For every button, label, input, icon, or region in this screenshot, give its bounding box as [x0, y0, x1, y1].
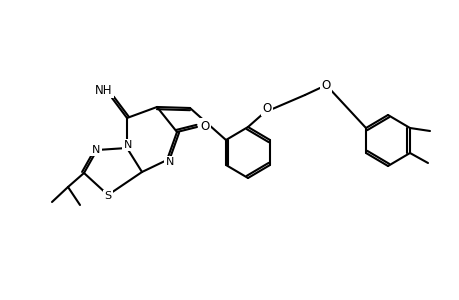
Text: S: S [104, 191, 112, 201]
Text: NH: NH [95, 83, 112, 97]
Text: N: N [123, 140, 132, 150]
Text: O: O [262, 101, 271, 115]
Text: N: N [92, 145, 100, 155]
Text: O: O [200, 119, 209, 133]
Text: O: O [321, 79, 330, 92]
Text: N: N [165, 157, 174, 167]
